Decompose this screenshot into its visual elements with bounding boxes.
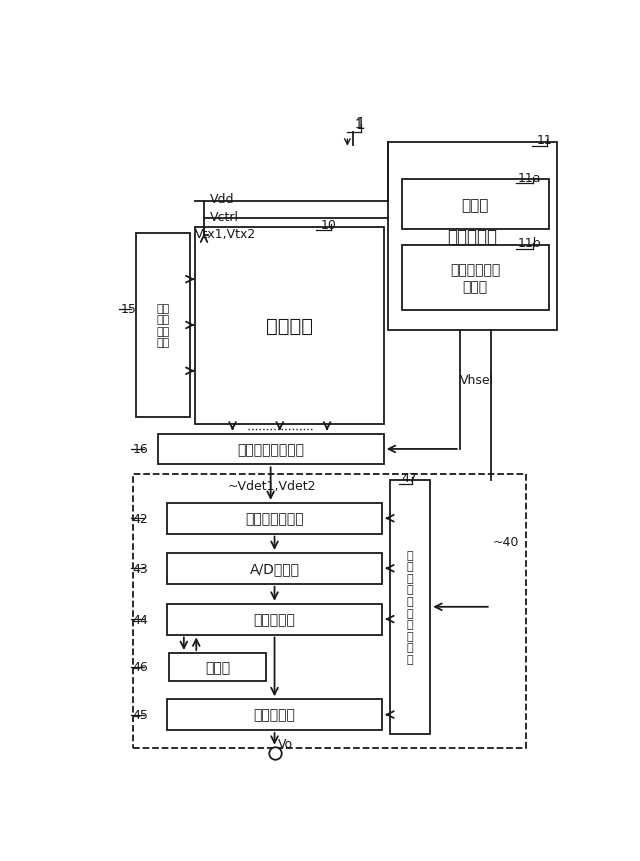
Bar [402, 180, 549, 230]
Bar [390, 480, 430, 734]
Bar [167, 699, 382, 730]
Bar [132, 474, 525, 748]
Text: 43: 43 [132, 562, 148, 575]
Text: ~40: ~40 [493, 536, 520, 548]
Text: 記憶部: 記憶部 [205, 660, 230, 674]
Text: 10: 10 [320, 219, 336, 232]
Text: 駆動部: 駆動部 [461, 198, 489, 213]
Text: クロック信号
出力部: クロック信号 出力部 [450, 263, 500, 294]
Text: 検
出
タ
イ
ミ
ン
グ
制
御
部: 検 出 タ イ ミ ン グ 制 御 部 [407, 550, 413, 664]
Text: ~Vdet1,Vdet2: ~Vdet1,Vdet2 [227, 479, 316, 492]
Text: 座標抽出部: 座標抽出部 [253, 708, 296, 722]
Bar [402, 245, 549, 311]
Text: Vhsel: Vhsel [460, 374, 494, 387]
Bar [195, 228, 384, 424]
Bar [388, 143, 557, 331]
Text: 検出制御部: 検出制御部 [447, 228, 497, 245]
Text: Vtx1,Vtx2: Vtx1,Vtx2 [195, 227, 256, 240]
Text: 検出信号増幅部: 検出信号増幅部 [245, 511, 304, 525]
Text: 16: 16 [132, 443, 148, 456]
Text: 15: 15 [120, 303, 136, 316]
Text: 1: 1 [355, 118, 363, 132]
Bar [157, 434, 384, 465]
Text: A/D変換部: A/D変換部 [250, 561, 300, 576]
Text: 1: 1 [355, 117, 365, 133]
Text: 46: 46 [132, 660, 148, 673]
Text: 42: 42 [132, 512, 148, 525]
Bar [167, 554, 382, 584]
Text: Vo: Vo [278, 737, 294, 750]
Text: 第１
電極
選択
回路: 第１ 電極 選択 回路 [156, 303, 170, 348]
Bar [136, 234, 190, 417]
Text: 11: 11 [536, 133, 552, 146]
Text: センサ部: センサ部 [266, 317, 313, 336]
Text: 11a: 11a [518, 171, 541, 184]
Text: Vctrl: Vctrl [210, 211, 239, 224]
Text: 45: 45 [132, 709, 148, 722]
Text: 信号処理部: 信号処理部 [253, 612, 296, 627]
Text: Vdd: Vdd [210, 193, 235, 206]
Text: 11b: 11b [518, 237, 541, 250]
Bar [169, 653, 266, 682]
Bar [167, 604, 382, 635]
Bar [167, 504, 382, 534]
Text: 44: 44 [132, 613, 148, 626]
Text: 検出電極選択回路: 検出電極選択回路 [237, 443, 304, 456]
Text: 47: 47 [402, 471, 417, 485]
